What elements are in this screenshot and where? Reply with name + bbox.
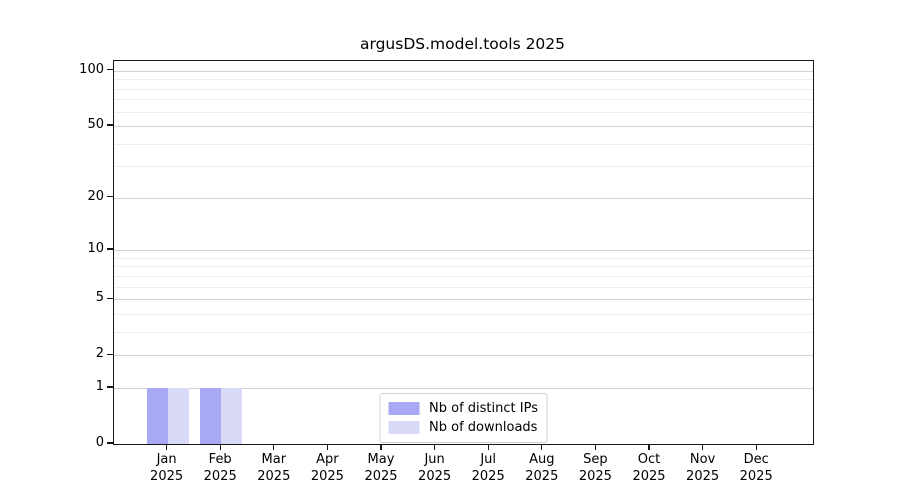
x-tick-year: 2025	[364, 469, 398, 484]
y-tick-label: 20	[87, 188, 104, 204]
gridline-minor	[114, 143, 813, 145]
x-tick-month: Aug	[529, 452, 555, 467]
gridline-minor	[114, 313, 813, 315]
x-tick-year: 2025	[739, 469, 773, 484]
plot-area: Nb of distinct IPs Nb of downloads	[113, 60, 814, 445]
x-tick-label: Aug 2025	[514, 451, 570, 485]
gridline-major	[114, 355, 813, 357]
x-tick	[648, 444, 650, 451]
y-tick-label: 1	[95, 378, 104, 394]
x-tick-label: Nov 2025	[675, 451, 731, 485]
x-tick-label: May 2025	[353, 451, 409, 485]
y-tick-label: 2	[95, 346, 104, 362]
x-tick-year: 2025	[310, 469, 344, 484]
bar	[221, 387, 243, 444]
gridline-minor	[114, 99, 813, 101]
x-tick-month: Sep	[583, 452, 608, 467]
y-tick	[107, 386, 113, 388]
x-tick-label: Jun 2025	[407, 451, 463, 485]
legend-swatch	[388, 402, 420, 415]
x-tick	[219, 444, 221, 451]
x-tick	[755, 444, 757, 451]
gridlines-layer	[114, 61, 813, 444]
x-tick-label: Jul 2025	[460, 451, 516, 485]
bar	[146, 387, 168, 444]
gridline-minor	[114, 88, 813, 90]
gridline-minor	[114, 166, 813, 168]
x-tick-year: 2025	[632, 469, 666, 484]
x-tick-label: Apr 2025	[299, 451, 355, 485]
x-tick-month: Jul	[480, 452, 497, 467]
gridline-minor	[114, 286, 813, 288]
x-tick	[380, 444, 382, 451]
legend-label: Nb of downloads	[429, 420, 538, 435]
bar	[167, 387, 189, 444]
x-tick-label: Oct 2025	[621, 451, 677, 485]
y-tick	[107, 297, 113, 299]
x-tick-month: Jun	[424, 452, 445, 467]
gridline-minor	[114, 331, 813, 333]
gridline-minor	[114, 266, 813, 268]
x-tick-month: Jan	[156, 452, 177, 467]
gridline-minor	[114, 275, 813, 277]
gridline-major	[114, 70, 813, 72]
x-tick	[434, 444, 436, 451]
x-tick-year: 2025	[471, 469, 505, 484]
gridline-minor	[114, 111, 813, 113]
x-tick-year: 2025	[578, 469, 612, 484]
x-tick-label: Feb 2025	[192, 451, 248, 485]
y-tick	[107, 442, 113, 444]
x-tick	[487, 444, 489, 451]
x-tick	[166, 444, 168, 451]
y-tick-label: 100	[79, 61, 104, 77]
x-tick-month: Oct	[637, 452, 661, 467]
x-tick	[273, 444, 275, 451]
x-tick-year: 2025	[418, 469, 452, 484]
legend-label: Nb of distinct IPs	[429, 401, 538, 416]
y-tick	[107, 196, 113, 198]
x-tick-year: 2025	[203, 469, 237, 484]
bars-layer	[114, 61, 813, 444]
y-tick	[107, 124, 113, 126]
x-tick-year: 2025	[525, 469, 559, 484]
x-tick-year: 2025	[257, 469, 291, 484]
gridline-minor	[114, 79, 813, 81]
legend-item: Nb of downloads	[388, 418, 538, 437]
x-tick-year: 2025	[150, 469, 184, 484]
x-tick-month: Apr	[316, 452, 339, 467]
x-tick	[702, 444, 704, 451]
x-tick	[326, 444, 328, 451]
x-tick-label: Dec 2025	[728, 451, 784, 485]
gridline-major	[114, 197, 813, 199]
legend-swatch	[388, 421, 420, 434]
x-tick-label: Jan 2025	[139, 451, 195, 485]
x-tick-month: Feb	[208, 452, 232, 467]
y-tick	[107, 248, 113, 250]
gridline-minor	[114, 257, 813, 259]
y-tick	[107, 353, 113, 355]
bar	[200, 387, 222, 444]
legend-item: Nb of distinct IPs	[388, 399, 538, 418]
x-tick-label: Sep 2025	[567, 451, 623, 485]
chart-title: argusDS.model.tools 2025	[359, 35, 566, 53]
x-tick-month: May	[367, 452, 395, 467]
x-tick	[541, 444, 543, 451]
gridline-major	[114, 387, 813, 389]
y-tick	[107, 69, 113, 71]
x-tick-month: Dec	[743, 452, 769, 467]
y-tick-label: 10	[87, 241, 104, 257]
x-tick-year: 2025	[686, 469, 720, 484]
gridline-major	[114, 299, 813, 301]
y-tick-label: 50	[87, 117, 104, 133]
gridline-major	[114, 250, 813, 252]
x-tick-month: Nov	[689, 452, 716, 467]
legend: Nb of distinct IPs Nb of downloads	[379, 393, 548, 443]
x-tick-label: Mar 2025	[246, 451, 302, 485]
y-tick-label: 0	[95, 435, 104, 450]
x-tick	[594, 444, 596, 451]
x-tick-month: Mar	[261, 452, 287, 467]
gridline-major	[114, 126, 813, 128]
y-tick-label: 5	[95, 290, 104, 306]
